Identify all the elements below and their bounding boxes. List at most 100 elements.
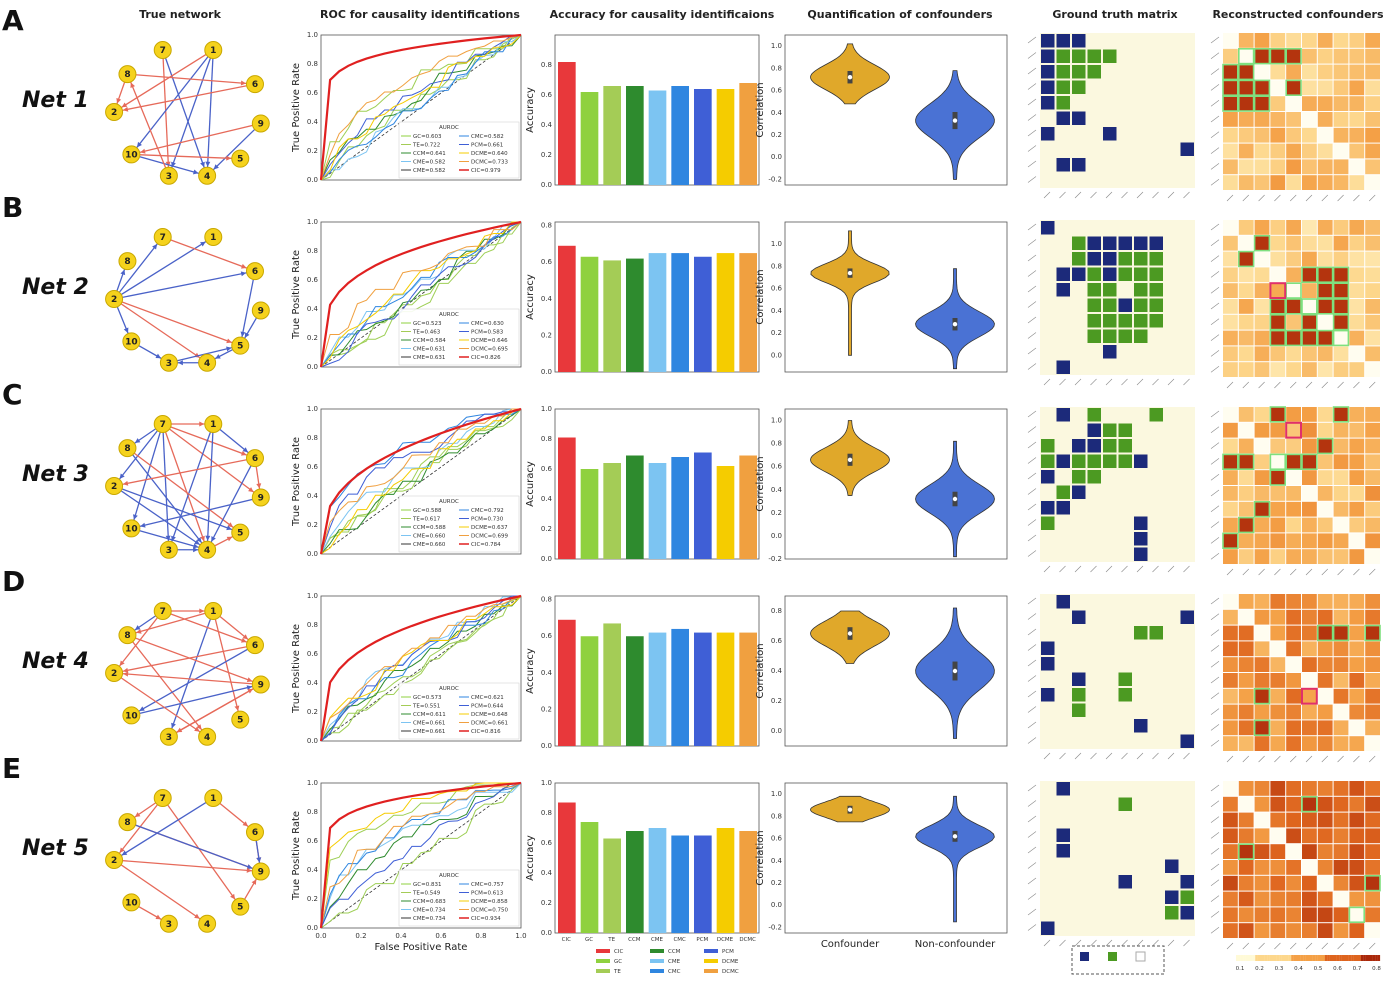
heat-cell (1349, 796, 1365, 812)
network-node-label: 10 (125, 150, 138, 160)
heat-colorbar-segment (1334, 955, 1337, 961)
ground-truth-matrix (1027, 594, 1195, 760)
heat-highlight (1253, 235, 1271, 252)
heat-colorbar-segment (1329, 955, 1333, 961)
heat-ytick (1210, 895, 1220, 902)
gt-ytick (1027, 285, 1037, 293)
network-arrowhead (194, 539, 200, 545)
heat-xtick (1242, 381, 1250, 389)
network-arrowhead (240, 331, 246, 337)
gt-cell-nonconfounder (1072, 703, 1086, 717)
roc-curve-ccm (320, 782, 521, 929)
violin-ytick: 0.2 (771, 131, 782, 139)
roc-ytick: 0.4 (307, 492, 319, 500)
heat-cell (1302, 159, 1317, 175)
roc-ytick: 0.6 (307, 89, 319, 97)
roc-legend-entry: CIC=0.784 (471, 542, 501, 548)
network-node-label: 3 (166, 733, 172, 743)
heat-cell (1333, 781, 1349, 796)
heat-cell (1317, 844, 1333, 859)
roc-ytick: 0.2 (307, 708, 318, 716)
heat-cell (1238, 812, 1254, 828)
accuracy-ytick: 0.6 (541, 91, 553, 99)
heat-cell (1270, 48, 1286, 64)
heat-cell (1286, 796, 1301, 812)
roc-ytick: 0.4 (307, 305, 319, 313)
accuracy-ytick: 0.0 (541, 555, 552, 563)
heat-cell (1349, 533, 1365, 549)
network-arrowhead (226, 338, 232, 344)
heat-highlight (1285, 329, 1302, 347)
heat-cell (1254, 422, 1270, 438)
heat-cell (1349, 235, 1365, 251)
heat-cell (1333, 33, 1349, 48)
gt-ytick (1027, 316, 1037, 324)
gt-cell-confounder (1180, 142, 1194, 156)
gt-xtick (1121, 565, 1128, 573)
heat-cell (1302, 860, 1317, 875)
heat-cell (1254, 486, 1270, 501)
heat-colorbar-segment (1267, 955, 1270, 961)
heat-xtick (1258, 194, 1265, 202)
heat-cell (1286, 923, 1301, 938)
heat-cell (1317, 688, 1333, 704)
heat-ytick (1210, 645, 1220, 652)
gt-ytick (1027, 488, 1037, 495)
heat-cell (1349, 314, 1365, 330)
heat-cell (1317, 33, 1333, 48)
net-name: Net 4 (22, 649, 89, 674)
heat-cell (1302, 891, 1317, 907)
network-node (105, 851, 124, 869)
network-edge (114, 859, 261, 873)
network-node (153, 227, 172, 246)
heat-cell (1286, 159, 1301, 175)
accuracy-ylabel: Accuracy (525, 835, 536, 881)
heat-cell (1286, 688, 1301, 704)
violin-xtick: Non-confounder (915, 939, 996, 950)
header-accuracy: Accuracy for causality identificaions (550, 8, 775, 21)
method-legend-swatch (704, 969, 718, 973)
heat-cell (1270, 781, 1286, 796)
network-arrowhead (120, 269, 126, 276)
network-node (118, 813, 137, 832)
network-node (159, 166, 178, 185)
gt-cell-nonconfounder (1134, 283, 1148, 297)
gt-cell-nonconfounder (1118, 439, 1132, 453)
heat-colorbar-segment (1264, 955, 1268, 961)
heat-cell (1238, 704, 1254, 720)
heat-cell (1254, 923, 1270, 938)
heat-cell (1286, 470, 1301, 485)
violin-ylabel: Correlation (755, 456, 766, 511)
heat-ytick (1210, 629, 1220, 636)
gt-cell-confounder (1103, 236, 1117, 250)
heat-cell (1317, 299, 1333, 314)
network-arrowhead (192, 169, 199, 175)
roc-curve-te (320, 408, 522, 555)
heat-cell (1333, 346, 1349, 362)
heat-xtick (1321, 381, 1329, 389)
heat-cell (1254, 891, 1270, 907)
gt-ytick (1027, 114, 1037, 121)
heat-colorbar-segment (1286, 955, 1289, 961)
roc-legend-box (398, 121, 520, 179)
heat-cell (1333, 96, 1349, 111)
accuracy-xtick: DCMC (739, 937, 756, 943)
network-edge (113, 797, 214, 861)
heat-highlight (1238, 79, 1255, 97)
network-node (198, 540, 217, 559)
heat-colorbar-segment (1377, 955, 1381, 961)
heat-cell (1223, 143, 1238, 159)
heat-cell (1317, 235, 1333, 251)
heat-highlight (1222, 532, 1239, 550)
roc-legend-entry: GC=0.831 (413, 882, 441, 888)
heat-cell (1333, 704, 1349, 720)
heat-cell (1302, 96, 1317, 111)
network-arrowhead (256, 857, 262, 863)
gt-cell-confounder (1072, 672, 1086, 686)
heat-cell (1254, 673, 1270, 688)
heat-cell (1302, 362, 1317, 377)
roc-xtick: 0.4 (395, 932, 407, 940)
heat-colorbar-tick: 0.2 (1255, 966, 1264, 972)
